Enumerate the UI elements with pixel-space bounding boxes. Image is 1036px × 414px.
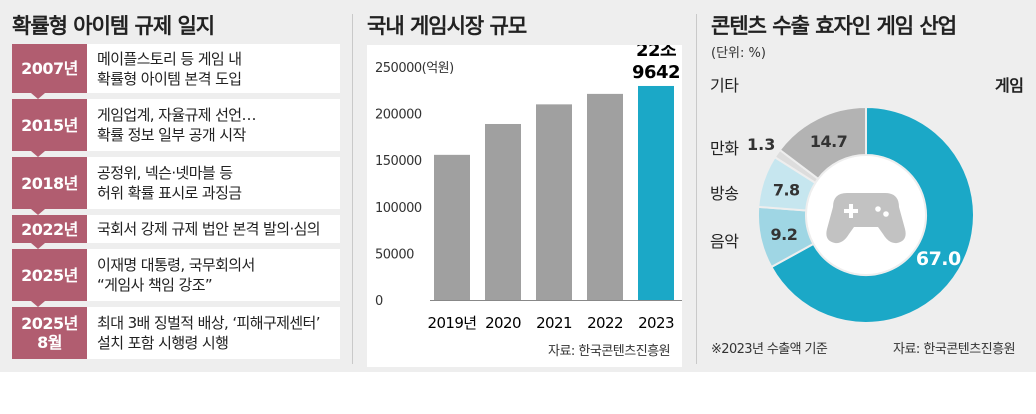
x-tick-label: 2020 — [485, 314, 521, 332]
y-tick-label: 150000 — [375, 154, 422, 169]
timeline-description: 국회서 강제 규제 법안 본격 발의·심의 — [87, 215, 340, 243]
divider-1 — [352, 14, 353, 364]
bar-data-label: 9642 — [632, 62, 680, 83]
divider-2 — [696, 14, 697, 364]
timeline-year: 2022년 — [12, 215, 87, 243]
x-tick-label: 2021 — [536, 314, 572, 332]
timeline-year: 2018년 — [12, 157, 87, 209]
timeline-description: 최대 3배 징벌적 배상, ‘피해구제센터’ 설치 포함 시행령 시행 — [87, 307, 340, 359]
timeline-description-line: 국회서 강제 규제 법안 본격 발의·심의 — [97, 220, 321, 238]
bar — [434, 154, 470, 300]
x-tick-label: 2023 — [638, 314, 674, 332]
donut-value-label: 1.3 — [747, 135, 776, 154]
donut-slice — [778, 105, 867, 181]
timeline-year: 2025년 — [12, 249, 87, 301]
timeline-row: 2022년 국회서 강제 규제 법안 본격 발의·심의 — [12, 215, 340, 243]
bar-data-label: 22조 — [636, 45, 676, 61]
market-chart-panel — [367, 45, 682, 367]
export-unit: (단위: %) — [711, 46, 766, 61]
timeline-arrow — [31, 93, 45, 99]
timeline-description-line: “게임사 책임 강조” — [97, 276, 213, 294]
donut-category-label: 음악 — [710, 232, 739, 251]
donut-category-label: 만화 — [710, 139, 739, 158]
donut-category-label: 게임 — [995, 76, 1024, 95]
market-chart-title: 국내 게임시장 규모 — [367, 14, 527, 38]
gamepad-icon — [826, 193, 906, 244]
bar — [638, 85, 674, 300]
timeline-description-line: 메이플스토리 등 게임 내 — [97, 49, 242, 68]
export-source: 자료: 한국콘텐츠진흥원 — [893, 342, 1016, 357]
bar — [587, 93, 623, 300]
timeline-row: 2025년 이재명 대통령, 국무회의서 “게임사 책임 강조” — [12, 249, 340, 301]
y-tick-label: 100000 — [375, 201, 422, 216]
timeline-description-line: 설치 포함 시행령 시행 — [97, 334, 229, 352]
market-source: 자료: 한국콘텐츠진흥원 — [548, 344, 671, 359]
timeline-year: 2007년 — [12, 44, 87, 93]
donut-value-label: 14.7 — [810, 132, 847, 151]
timeline-row: 2025년 8월 최대 3배 징벌적 배상, ‘피해구제센터’ 설치 포함 시행령 시… — [12, 307, 340, 359]
donut-category-label: 방송 — [710, 184, 739, 203]
y-tick-label: 200000 — [375, 108, 422, 123]
x-tick-label: 2022 — [587, 314, 623, 332]
donut-value-label: 7.8 — [773, 181, 800, 200]
timeline-arrow — [31, 151, 45, 157]
export-note: ※2023년 수출액 기준 — [711, 342, 828, 357]
timeline-description-line: 허위 확률 표시로 과징금 — [97, 184, 242, 202]
timeline-description-line: 게임업계, 자율규제 선언… — [97, 106, 257, 124]
timeline-description-line: 확률 정보 일부 공개 시작 — [97, 126, 246, 144]
export-donut-chart: 67.0 9.2 7.8 14.7 — [757, 105, 975, 324]
timeline-row: 2015년 게임업계, 자율규제 선언… 확률 정보 일부 공개 시작 — [12, 99, 340, 151]
y-tick-label: 0 — [375, 294, 383, 309]
timeline-description: 이재명 대통령, 국무회의서 “게임사 책임 강조” — [87, 249, 340, 301]
timeline-description: 메이플스토리 등 게임 내 확률형 아이템 본격 도입 — [87, 44, 340, 93]
timeline-title: 확률형 아이템 규제 일지 — [12, 14, 215, 38]
timeline-row: 2018년 공정위, 넥슨·넷마블 등 허위 확률 표시로 과징금 — [12, 157, 340, 209]
bar — [485, 123, 521, 300]
timeline-description-line: 이재명 대통령, 국무회의서 — [97, 256, 255, 274]
bar — [536, 104, 572, 300]
timeline-description-line: 공정위, 넥슨·넷마블 등 — [97, 164, 233, 182]
donut-category-label: 기타 — [710, 76, 739, 95]
donut-slice — [769, 105, 975, 324]
market-bar-chart: 0 50000 100000 150000 200000 250000(억원) 2019년 2… — [375, 45, 682, 332]
timeline-arrow — [31, 301, 45, 307]
y-tick-label: 250000(억원) — [375, 61, 454, 76]
timeline-description: 게임업계, 자율규제 선언… 확률 정보 일부 공개 시작 — [87, 99, 340, 151]
timeline-description-line: 최대 3배 징벌적 배상, ‘피해구제센터’ — [97, 314, 321, 332]
timeline-year: 2025년 8월 — [12, 307, 87, 359]
timeline-year: 2015년 — [12, 99, 87, 151]
bottom-margin — [0, 372, 1036, 414]
timeline-row: 2007년 메이플스토리 등 게임 내 확률형 아이템 본격 도입 — [12, 44, 340, 93]
timeline-arrow — [31, 209, 45, 215]
timeline-description-line: 확률형 아이템 본격 도입 — [97, 69, 242, 88]
export-chart-title: 콘텐츠 수출 효자인 게임 산업 — [711, 14, 957, 38]
donut-value-label: 67.0 — [916, 248, 961, 270]
timeline-arrow — [31, 243, 45, 249]
x-tick-label: 2019년 — [428, 314, 477, 332]
donut-value-label: 9.2 — [770, 225, 797, 244]
y-tick-label: 50000 — [375, 247, 414, 262]
